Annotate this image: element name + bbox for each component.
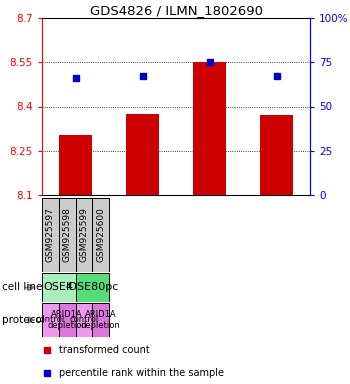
Bar — [76, 273, 109, 302]
Bar — [126, 114, 159, 195]
Text: cell line: cell line — [2, 283, 42, 293]
Text: GSM925598: GSM925598 — [63, 208, 72, 262]
Text: control: control — [69, 316, 98, 324]
Bar — [260, 115, 293, 195]
Text: GSM925600: GSM925600 — [96, 208, 105, 262]
Text: percentile rank within the sample: percentile rank within the sample — [60, 368, 224, 378]
Bar — [76, 303, 92, 337]
Bar — [59, 134, 92, 195]
Bar — [92, 198, 109, 272]
Text: OSE4: OSE4 — [44, 283, 74, 293]
Text: GSM925599: GSM925599 — [79, 208, 88, 262]
Bar — [42, 273, 76, 302]
Text: GSM925597: GSM925597 — [46, 208, 55, 262]
Bar — [193, 62, 226, 195]
Bar — [59, 303, 76, 337]
Bar — [92, 303, 109, 337]
Text: ARID1A
depletion: ARID1A depletion — [81, 310, 120, 330]
Bar — [42, 303, 59, 337]
Bar — [76, 198, 92, 272]
Text: transformed count: transformed count — [60, 345, 150, 355]
Title: GDS4826 / ILMN_1802690: GDS4826 / ILMN_1802690 — [90, 4, 262, 17]
Text: protocol: protocol — [2, 315, 44, 325]
Bar — [42, 198, 59, 272]
Bar — [59, 198, 76, 272]
Text: IOSE80pc: IOSE80pc — [65, 283, 119, 293]
Text: ARID1A
depletion: ARID1A depletion — [47, 310, 87, 330]
Text: control: control — [36, 316, 65, 324]
